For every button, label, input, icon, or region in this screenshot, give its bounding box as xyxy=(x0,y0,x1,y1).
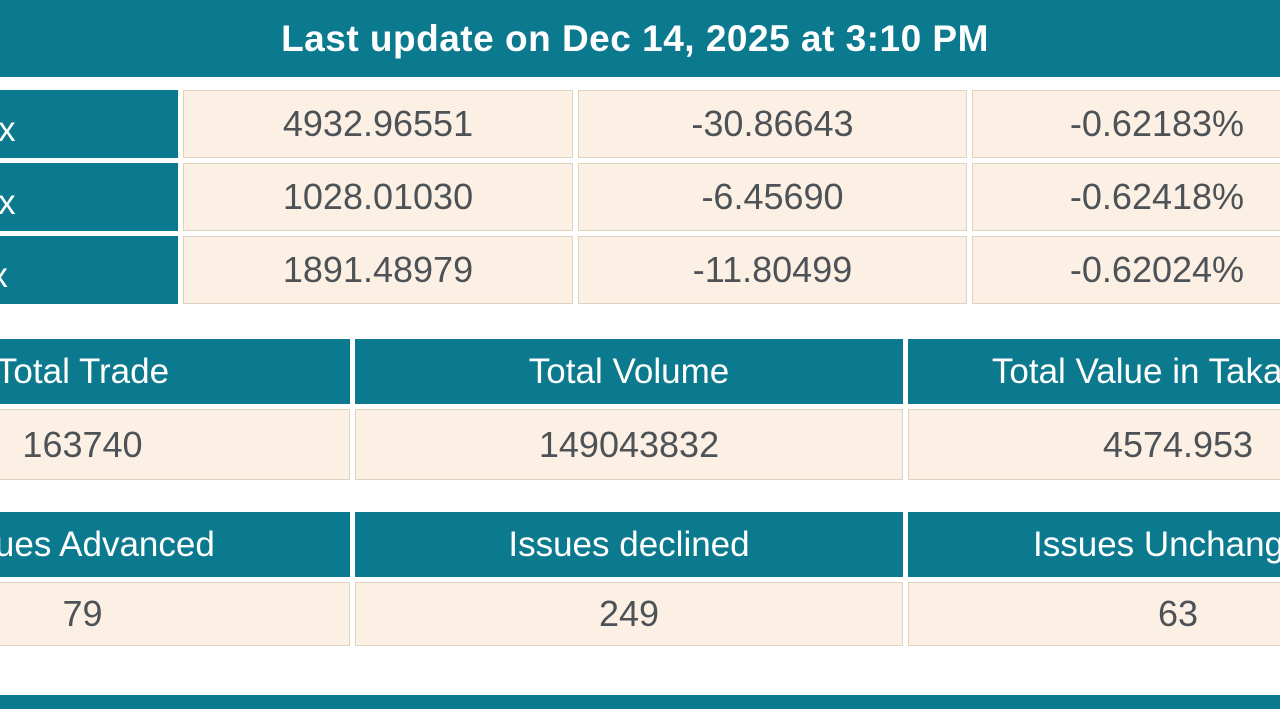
total-volume-value: 149043832 xyxy=(355,409,903,480)
index-name-cell: DSES Index xyxy=(0,163,178,231)
total-value-value: 4574.953 xyxy=(908,409,1280,480)
total-trade-header: Total Trade xyxy=(0,339,350,404)
totals-table: Total Trade Total Volume Total Value in … xyxy=(0,334,1280,485)
totals-value-row: 163740 149043832 4574.953 xyxy=(0,409,1280,480)
total-value-header: Total Value in Taka (mn) xyxy=(908,339,1280,404)
next-section-bar xyxy=(0,695,1280,709)
issues-advanced-value: 79 xyxy=(0,582,350,646)
index-name-cell: DSEX Index xyxy=(0,90,178,158)
index-summary-table: DSEX Index 4932.96551 -30.86643 -0.62183… xyxy=(0,85,1280,309)
index-change-cell: -6.45690 xyxy=(578,163,967,231)
total-trade-value: 163740 xyxy=(0,409,350,480)
last-update-text: Last update on Dec 14, 2025 at 3:10 PM xyxy=(281,17,989,59)
index-value-cell: 1028.01030 xyxy=(183,163,573,231)
index-percent-cell: -0.62418% xyxy=(972,163,1280,231)
index-change-cell: -11.80499 xyxy=(578,236,967,304)
index-value-cell: 4932.96551 xyxy=(183,90,573,158)
totals-header-row: Total Trade Total Volume Total Value in … xyxy=(0,339,1280,404)
issues-header-row: Issues Advanced Issues declined Issues U… xyxy=(0,512,1280,577)
issues-table: Issues Advanced Issues declined Issues U… xyxy=(0,507,1280,651)
index-row: DS30 Index 1891.48979 -11.80499 -0.62024… xyxy=(0,236,1280,304)
issues-unchanged-value: 63 xyxy=(908,582,1280,646)
index-percent-cell: -0.62024% xyxy=(972,236,1280,304)
index-percent-cell: -0.62183% xyxy=(972,90,1280,158)
index-row: DSEX Index 4932.96551 -30.86643 -0.62183… xyxy=(0,90,1280,158)
index-change-cell: -30.86643 xyxy=(578,90,967,158)
index-value-cell: 1891.48979 xyxy=(183,236,573,304)
index-row: DSES Index 1028.01030 -6.45690 -0.62418% xyxy=(0,163,1280,231)
issues-advanced-header: Issues Advanced xyxy=(0,512,350,577)
issues-declined-header: Issues declined xyxy=(355,512,903,577)
issues-value-row: 79 249 63 xyxy=(0,582,1280,646)
issues-declined-value: 249 xyxy=(355,582,903,646)
index-name-cell: DS30 Index xyxy=(0,236,178,304)
last-update-banner: Last update on Dec 14, 2025 at 3:10 PM xyxy=(0,0,1280,77)
issues-unchanged-header: Issues Unchanged xyxy=(908,512,1280,577)
total-volume-header: Total Volume xyxy=(355,339,903,404)
